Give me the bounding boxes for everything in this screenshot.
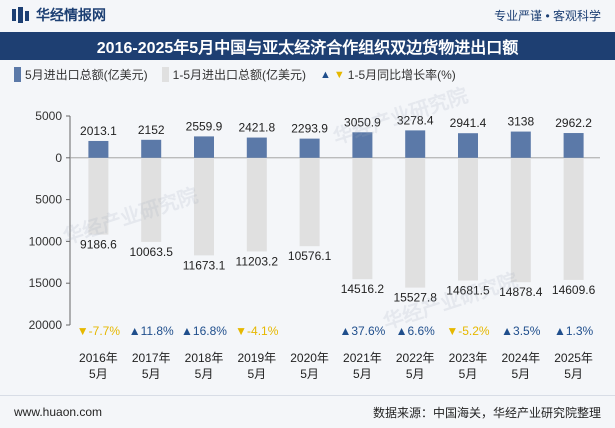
x-tick-label: 2023年: [449, 351, 488, 365]
y-tick-label: 15000: [29, 276, 63, 290]
growth-label: ▲3.5%: [501, 324, 541, 338]
growth-label: ▼-4.1%: [235, 324, 279, 338]
data-label-monthly: 2559.9: [186, 119, 223, 133]
legend-label-monthly: 5月进出口总额(亿美元): [25, 68, 148, 82]
x-tick-label: 5月: [300, 367, 319, 381]
x-tick-label: 2022年: [396, 351, 435, 365]
y-tick-label: 20000: [29, 318, 63, 332]
bar-cumulative: [194, 157, 214, 256]
x-tick-label: 2020年: [290, 351, 329, 365]
x-tick-label: 5月: [406, 367, 425, 381]
data-label-cumulative: 9186.6: [80, 238, 117, 252]
footer: www.huaon.com 数据来源：中国海关，华经产业研究院整理: [0, 395, 615, 428]
bar-monthly: [352, 132, 373, 158]
title-bar: 2016-2025年5月中国与亚太经济合作组织双边货物进出口额: [0, 32, 615, 60]
x-tick-label: 5月: [564, 367, 583, 381]
legend-label-cumulative: 1-5月进出口总额(亿美元): [172, 68, 307, 82]
data-label-monthly: 3138: [507, 115, 534, 129]
x-tick-label: 5月: [353, 367, 372, 381]
data-label-monthly: 2421.8: [238, 121, 275, 135]
bar-cumulative: [88, 157, 109, 235]
legend-item-monthly: 5月进出口总额(亿美元): [14, 66, 148, 83]
legend-item-cumulative: 1-5月进出口总额(亿美元): [161, 66, 307, 83]
bar-monthly: [405, 130, 426, 158]
bar-monthly: [88, 140, 109, 158]
x-tick-label: 2018年: [185, 351, 224, 365]
brand: 华经情报网: [12, 5, 106, 25]
y-tick-label: 5000: [35, 193, 62, 207]
bar-cumulative: [246, 157, 267, 252]
bar-monthly: [246, 137, 267, 158]
x-tick-label: 5月: [247, 367, 266, 381]
bar-cumulative: [563, 157, 584, 280]
x-tick-label: 5月: [142, 367, 161, 381]
data-label-cumulative: 14878.4: [499, 285, 543, 299]
x-tick-label: 5月: [459, 367, 478, 381]
data-label-monthly: 2962.2: [555, 116, 592, 130]
footer-source: 数据来源：中国海关，华经产业研究院整理: [372, 405, 601, 420]
x-tick-label: 5月: [511, 367, 530, 381]
bar-monthly: [141, 139, 162, 158]
bar-cumulative: [405, 157, 426, 288]
chart-area: 5000 0 5000 10000 15000 20000 2013.1 9186.6 ▼-7.…: [29, 109, 600, 381]
y-tick-label: 0: [55, 151, 62, 165]
legend-item-growth: ▲ ▼ 1-5月同比增长率(%): [320, 66, 456, 83]
bar-cumulative: [458, 157, 478, 281]
x-tick-label: 5月: [195, 367, 214, 381]
data-label-cumulative: 14609.6: [552, 283, 596, 297]
top-bar: 华经情报网 专业严谨 • 客观科学: [0, 0, 615, 30]
footer-website: www.huaon.com: [14, 405, 103, 419]
growth-label: ▼-7.7%: [77, 324, 121, 338]
bar-monthly: [458, 133, 478, 158]
data-label-cumulative: 11673.1: [183, 258, 226, 272]
data-label-cumulative: 14516.2: [341, 282, 385, 296]
brand-name: 华经情报网: [36, 7, 106, 23]
x-tick-label: 2024年: [501, 351, 540, 365]
data-label-cumulative: 11203.2: [236, 254, 279, 268]
data-label-monthly: 2152: [138, 123, 165, 137]
legend-swatch-monthly: [14, 67, 21, 82]
legend-label-growth: 1-5月同比增长率(%): [347, 68, 456, 82]
bar-cumulative: [299, 157, 320, 247]
legend-down-triangle-icon: ▼: [333, 68, 345, 81]
growth-label: ▲6.6%: [396, 324, 436, 338]
x-tick-label: 2021年: [343, 351, 382, 365]
legend-up-triangle-icon: ▲: [320, 68, 331, 81]
growth-label: ▲1.3%: [554, 324, 594, 338]
y-tick-label: 10000: [29, 234, 63, 248]
data-label-cumulative: 14681.5: [446, 284, 490, 298]
bar-monthly: [563, 133, 584, 158]
slogan: 专业严谨 • 客观科学: [494, 8, 601, 23]
chart-title: 2016-2025年5月中国与亚太经济合作组织双边货物进出口额: [96, 40, 519, 57]
data-label-monthly: 2013.1: [80, 124, 117, 138]
logo-icon: [12, 7, 29, 23]
bar-monthly: [194, 136, 214, 158]
x-tick-label: 5月: [89, 367, 108, 381]
data-label-monthly: 2941.4: [450, 116, 487, 130]
growth-label: ▲16.8%: [181, 324, 227, 338]
bar-monthly: [299, 138, 320, 158]
x-tick-label: 2019年: [237, 351, 276, 365]
data-label-cumulative: 10063.5: [130, 245, 174, 259]
bar-monthly: [510, 131, 531, 158]
data-label-monthly: 2293.9: [291, 122, 328, 136]
data-label-monthly: 3278.4: [397, 113, 434, 127]
bar-cumulative: [352, 157, 373, 280]
growth-label: ▲11.8%: [129, 324, 174, 338]
legend-swatch-cumulative: [161, 67, 169, 82]
x-tick-label: 2017年: [132, 351, 171, 365]
data-label-monthly: 3050.9: [344, 115, 381, 129]
data-label-cumulative: 10576.1: [288, 249, 332, 263]
x-tick-label: 2025年: [554, 351, 593, 365]
growth-label: ▼-5.2%: [446, 324, 490, 338]
legend: 5月进出口总额(亿美元) 1-5月进出口总额(亿美元) ▲ ▼ 1-5月同比增长…: [14, 66, 470, 83]
bar-cumulative: [141, 157, 162, 242]
x-tick-label: 2016年: [79, 351, 118, 365]
data-label-cumulative: 15527.8: [394, 291, 438, 305]
bar-cumulative: [510, 157, 531, 283]
y-tick-label: 5000: [35, 109, 62, 123]
growth-label: ▲37.6%: [339, 324, 385, 338]
